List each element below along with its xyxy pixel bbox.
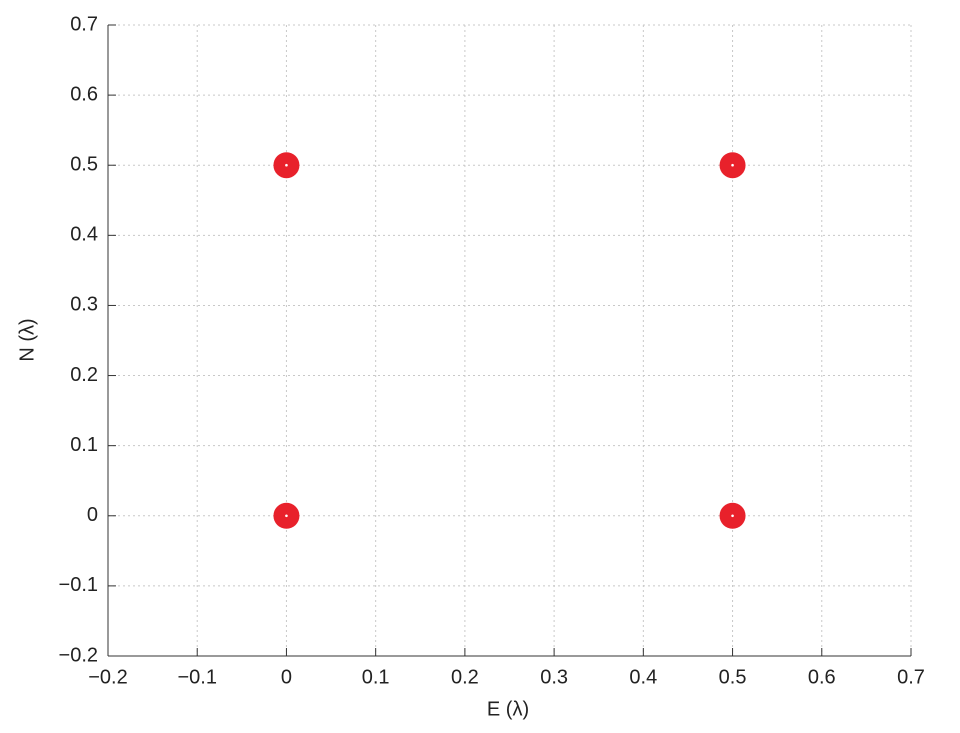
y-axis-label: N (λ) (16, 318, 38, 361)
y-tick-label: 0.2 (70, 364, 98, 386)
point-center (285, 163, 288, 167)
x-axis-label: E (λ) (487, 698, 529, 720)
x-tick-label: 0.7 (897, 666, 925, 688)
x-tick-label: 0.1 (362, 666, 390, 688)
y-tick-label: 0.7 (70, 13, 98, 35)
x-tick-label: 0.4 (629, 666, 657, 688)
x-tick-label: 0 (281, 666, 292, 688)
y-tick-label: −0.2 (59, 644, 98, 666)
x-tick-label: 0.6 (808, 666, 836, 688)
x-tick-label: 0.3 (540, 666, 568, 688)
y-tick-label: 0.3 (70, 294, 98, 316)
y-tick-label: 0.6 (70, 83, 98, 105)
point-center (731, 163, 734, 167)
x-tick-label: −0.1 (177, 666, 216, 688)
y-tick-label: 0 (87, 504, 98, 526)
point-center (731, 514, 734, 518)
x-tick-label: −0.2 (88, 666, 127, 688)
x-tick-label: 0.2 (451, 666, 479, 688)
y-tick-label: 0.5 (70, 154, 98, 176)
y-tick-label: −0.1 (59, 574, 98, 596)
y-tick-label: 0.4 (70, 224, 98, 246)
point-center (285, 514, 288, 518)
y-tick-label: 0.1 (70, 434, 98, 456)
x-tick-label: 0.5 (719, 666, 747, 688)
